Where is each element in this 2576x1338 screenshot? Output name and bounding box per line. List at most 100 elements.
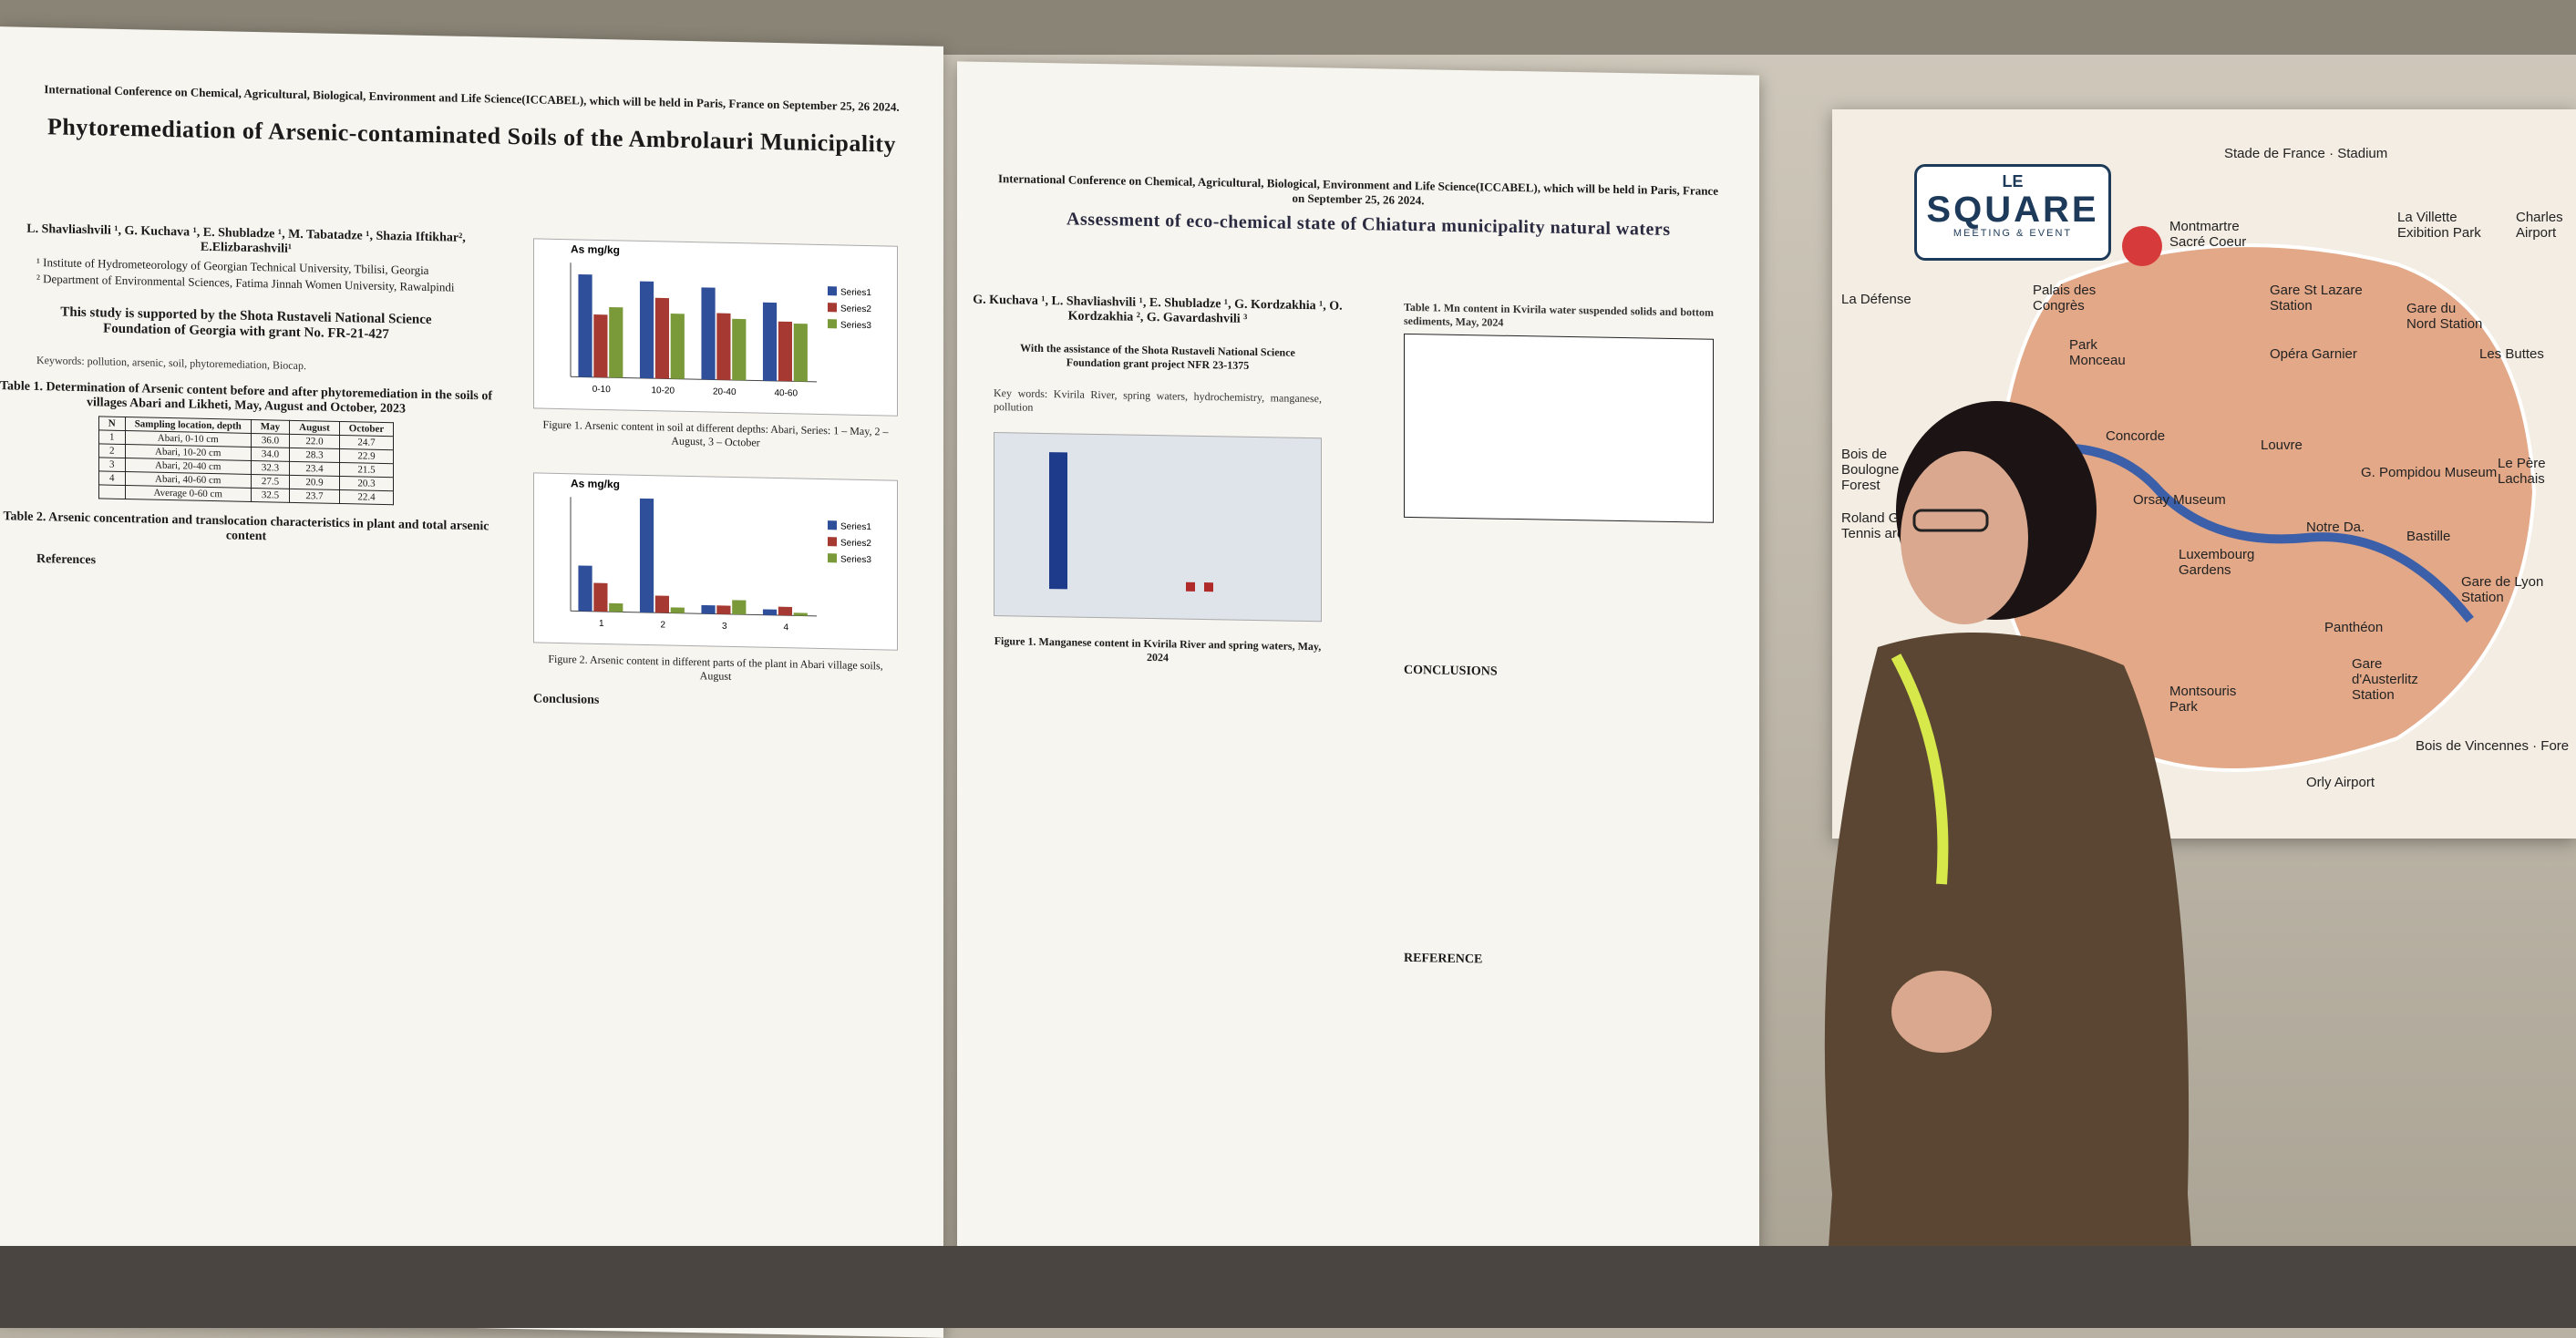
poster-chiatura-waters: International Conference on Chemical, Ag…	[957, 61, 1759, 1297]
table-cell: 32.5	[251, 488, 290, 503]
table-cell: 20.9	[289, 475, 340, 490]
references-heading: References	[36, 551, 97, 568]
map-label: Orly Airport	[2306, 775, 2375, 790]
bar	[793, 612, 808, 616]
bar	[732, 600, 747, 615]
poster-left-column: L. Shavliashvili ¹, G. Kuchava ¹, E. Shu…	[0, 218, 492, 582]
table-cell: 34.0	[251, 447, 290, 462]
map-label: Bois de Boulogne · Forest	[1841, 447, 1908, 493]
legend-label: Series2	[840, 538, 871, 549]
table-cell: 23.7	[289, 489, 340, 504]
map-label: La Défense	[1841, 292, 1911, 307]
table-cell: 3	[98, 457, 126, 472]
table-cell: 27.5	[251, 474, 290, 489]
table-cell: 32.3	[251, 460, 290, 476]
table-cell: 22.0	[289, 434, 340, 449]
conclusions-heading: CONCLUSIONS	[1404, 663, 1498, 679]
x-tick-label: 4	[783, 623, 788, 633]
map-shape	[1994, 226, 2537, 772]
bar	[732, 318, 747, 381]
table-header-cell: N	[98, 416, 126, 431]
keywords: Keywords: pollution, arsenic, soil, phyt…	[36, 353, 306, 373]
legend-swatch	[828, 537, 837, 547]
chart-svg-2: As mg/kg 1 2 3 4 Series1 Series2 Series3	[570, 477, 871, 633]
table-arsenic-content: N Sampling location, depth May August Octobe…	[98, 416, 395, 505]
legend-swatch	[828, 520, 837, 530]
bar	[716, 605, 731, 614]
map-label: Charles Airport	[2516, 210, 2563, 241]
bar	[701, 287, 716, 380]
floor	[0, 1246, 2576, 1328]
woman-viewing-posters	[1823, 401, 2197, 1328]
map-label: Bois de Vincennes · Fore	[2416, 738, 2570, 754]
table-header-cell: August	[289, 420, 340, 436]
table-cell: Average 0-60 cm	[125, 485, 252, 502]
conference-header: International Conference on Chemical, Ag…	[998, 171, 1718, 208]
bar	[609, 306, 623, 378]
table-cell: 4	[98, 470, 126, 486]
map-label: Gare du Nord Station	[2406, 301, 2483, 332]
poster-title: Phytoremediation of Arsenic-contaminated…	[47, 113, 896, 158]
legend-label: Series1	[840, 287, 871, 298]
bar	[578, 565, 592, 612]
x-tick-label: 20-40	[713, 387, 737, 398]
chart-bar	[1186, 582, 1195, 592]
chart-figure-2: As mg/kg 1 2 3 4 Series1 Series2 Series3	[533, 472, 898, 651]
map-label: Gare de Lyon Station	[2461, 574, 2544, 605]
legend-swatch	[828, 286, 837, 296]
table-header-cell: October	[339, 421, 394, 437]
map-label: Les Buttes	[2479, 346, 2544, 362]
table1-title: Table 1. Determination of Arsenic conten…	[0, 379, 493, 417]
figure-1-caption: Figure 1. Arsenic content in soil at dif…	[542, 417, 889, 449]
bar	[654, 595, 669, 613]
poster-b-right-column: Table 1. Mn content in Kvirila water sus…	[1367, 296, 1750, 977]
bar	[762, 302, 778, 382]
x-tick-label: 10-20	[651, 386, 675, 396]
map-label: Gare d'Austerlitz Station	[2352, 656, 2418, 703]
poster-right-column: As mg/kg 0-10 10-20 20-40 40-60 Series1 Series…	[497, 229, 934, 721]
poster-title: Assessment of eco-chemical state of Chia…	[1066, 209, 1671, 240]
patterned-blouse	[1823, 633, 2197, 1328]
bar	[716, 313, 731, 380]
poster-phytoremediation: International Conference on Chemical, Ag…	[0, 26, 943, 1338]
bar	[762, 609, 778, 616]
table-cell: 2	[98, 443, 126, 458]
map-label: Le Père Lachais	[2498, 456, 2546, 487]
bar	[639, 281, 654, 379]
map-label: Park Monceau	[2069, 337, 2126, 368]
map-label: Notre Da.	[2306, 520, 2365, 535]
grant-support: With the assistance of the Shota Rustave…	[1020, 341, 1295, 372]
table-cell: 24.7	[339, 435, 394, 450]
map-label: Palais des Congrès	[2033, 283, 2097, 314]
map-label: Louvre	[2261, 437, 2303, 453]
table-cell: 21.5	[339, 462, 394, 478]
le-square-logo: LE SQUARE MEETING & EVENT	[1914, 164, 2111, 261]
map-label: Opéra Garnier	[2270, 346, 2357, 362]
figure-1-caption: Figure 1. Manganese content in Kvirila R…	[994, 634, 1322, 664]
map-label: Concorde	[2106, 428, 2166, 444]
map-label: G. Pompidou Museum	[2361, 465, 2498, 480]
legend-label: Series3	[840, 320, 871, 331]
conference-header: International Conference on Chemical, Ag…	[44, 82, 900, 114]
clasped-hands	[1891, 971, 1992, 1053]
mn-table	[1404, 333, 1714, 523]
map-label: Orsay Museum	[2133, 492, 2226, 508]
paris-venue-map: LE SQUARE MEETING & EVENT Stade de Franc…	[1832, 109, 2576, 839]
conclusions-heading: Conclusions	[533, 692, 600, 707]
bar	[609, 602, 623, 612]
legend-swatch	[828, 303, 837, 313]
bar	[654, 297, 669, 379]
map-label: La Villette Exibition Park	[2397, 210, 2481, 241]
glasses-icon	[1912, 509, 1989, 532]
bar	[778, 321, 792, 382]
bar	[670, 607, 685, 613]
y-axis-label: As mg/kg	[571, 242, 620, 256]
lanyard	[1891, 654, 1949, 885]
bar	[578, 273, 592, 377]
table-cell	[98, 484, 126, 499]
table2-title: Table 2. Arsenic concentration and trans…	[3, 509, 489, 544]
table-cell: 20.3	[339, 476, 394, 491]
chart-figure-1: As mg/kg 0-10 10-20 20-40 40-60 Series1 Series…	[533, 238, 898, 417]
table-cell: 22.9	[339, 448, 394, 464]
bar	[593, 582, 608, 612]
